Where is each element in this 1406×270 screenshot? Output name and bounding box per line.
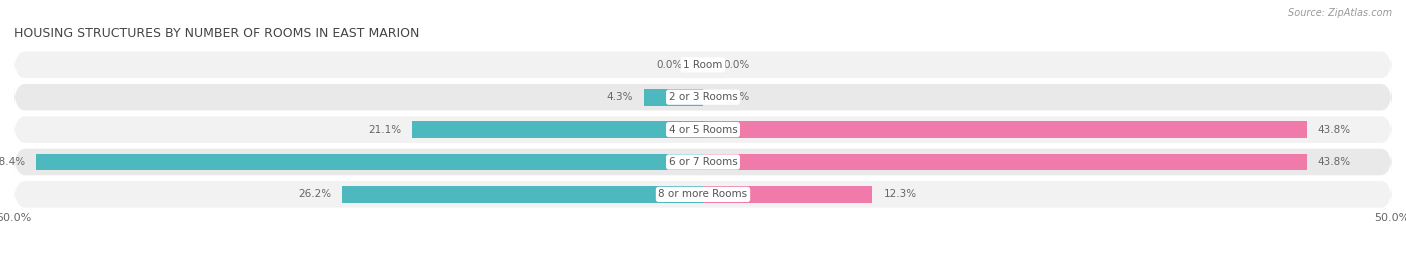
Bar [644,89,703,106]
Text: 48.4%: 48.4% [0,157,25,167]
FancyBboxPatch shape [14,181,1392,208]
Text: 0.0%: 0.0% [724,60,749,70]
Text: 8 or more Rooms: 8 or more Rooms [658,189,748,200]
FancyBboxPatch shape [14,149,1392,175]
Text: 1 Room: 1 Room [683,60,723,70]
Text: 4 or 5 Rooms: 4 or 5 Rooms [669,124,737,135]
Text: 43.8%: 43.8% [1317,157,1351,167]
FancyBboxPatch shape [14,52,1392,78]
Text: 21.1%: 21.1% [368,124,401,135]
Text: HOUSING STRUCTURES BY NUMBER OF ROOMS IN EAST MARION: HOUSING STRUCTURES BY NUMBER OF ROOMS IN… [14,28,419,40]
Text: 4.3%: 4.3% [606,92,633,102]
Bar [703,154,1306,170]
Bar [703,186,873,203]
Text: 0.0%: 0.0% [724,92,749,102]
Text: 43.8%: 43.8% [1317,124,1351,135]
FancyBboxPatch shape [14,84,1392,110]
Text: 6 or 7 Rooms: 6 or 7 Rooms [669,157,737,167]
Bar [342,186,703,203]
Bar [703,121,1306,138]
Text: 26.2%: 26.2% [298,189,330,200]
Bar [412,121,703,138]
Text: Source: ZipAtlas.com: Source: ZipAtlas.com [1288,8,1392,18]
Bar [37,154,703,170]
Text: 0.0%: 0.0% [657,60,682,70]
Text: 12.3%: 12.3% [883,189,917,200]
Text: 2 or 3 Rooms: 2 or 3 Rooms [669,92,737,102]
FancyBboxPatch shape [14,116,1392,143]
